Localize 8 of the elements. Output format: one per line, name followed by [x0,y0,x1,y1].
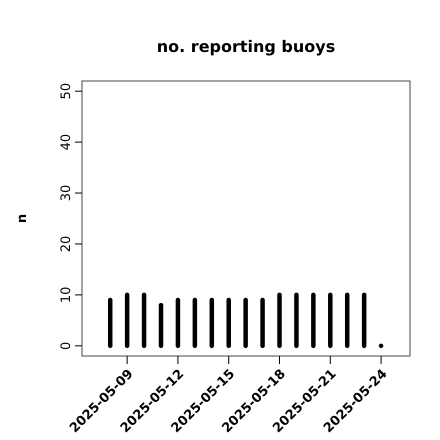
y-tick-label: 20 [59,236,74,252]
y-tick-label: 40 [59,134,74,150]
y-tick-label: 30 [59,184,74,202]
y-tick-label: 0 [59,342,74,350]
chart-title: no. reporting buoys [156,37,336,56]
y-tick-label: 10 [59,286,74,304]
y-axis-title: n [15,214,30,224]
y-tick-label: 50 [59,82,74,100]
